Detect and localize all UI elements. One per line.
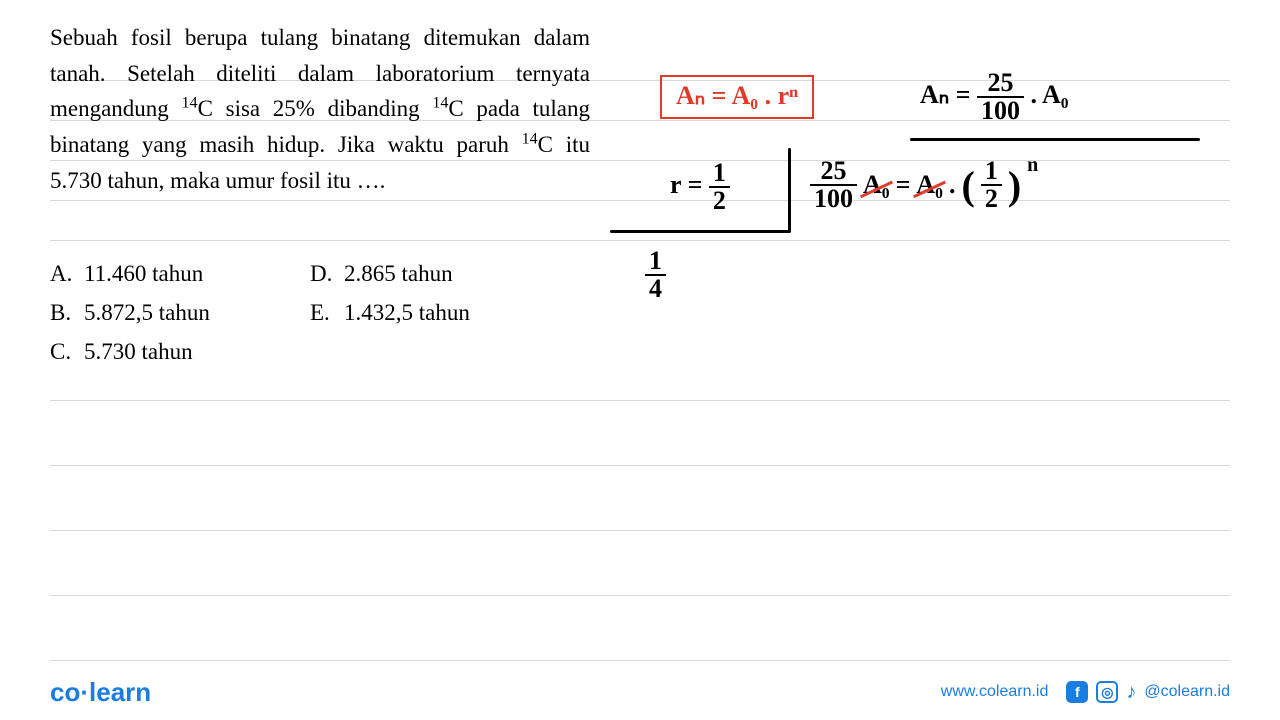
- option-a: A.11.460 tahun: [50, 254, 310, 293]
- footer-url: www.colearn.id: [941, 683, 1049, 701]
- underline: [910, 138, 1200, 141]
- paren-open: (: [961, 162, 974, 209]
- numerator: 1: [709, 160, 730, 186]
- tiktok-icon: ♪: [1126, 681, 1136, 704]
- option-letter: E.: [310, 293, 344, 332]
- option-text: 5.730 tahun: [84, 339, 193, 364]
- numerator: 1: [645, 248, 666, 274]
- divider-vertical: [788, 148, 791, 233]
- option-d: D.2.865 tahun: [310, 254, 570, 293]
- isotope-sup: 14: [432, 95, 448, 112]
- dot: .: [1030, 80, 1037, 109]
- a0: A₀: [1042, 80, 1069, 109]
- brand-logo: co·learn: [50, 677, 151, 708]
- fraction-25-100: 25 100: [810, 158, 857, 212]
- ruled-line: [50, 400, 1230, 401]
- ruled-line: [50, 200, 1230, 201]
- ruled-line: [50, 240, 1230, 241]
- social-handle: @colearn.id: [1144, 683, 1230, 701]
- work-result: 1 4: [645, 248, 666, 302]
- ruled-line: [50, 660, 1230, 661]
- numerator: 25: [983, 70, 1017, 96]
- option-b: B.5.872,5 tahun: [50, 293, 310, 332]
- fraction-1-4: 1 4: [645, 248, 666, 302]
- brand-learn: learn: [89, 677, 151, 707]
- exponent-n: n: [1027, 154, 1038, 177]
- ruled-line: [50, 595, 1230, 596]
- fraction-1-2: 1 2: [981, 158, 1002, 212]
- denominator: 100: [810, 184, 857, 212]
- work-r-equals: r = 1 2: [670, 160, 730, 214]
- option-row: C.5.730 tahun: [50, 332, 570, 371]
- denominator: 4: [645, 274, 666, 302]
- q-line: umur fosil itu ….: [226, 168, 386, 193]
- option-letter: C.: [50, 332, 84, 371]
- facebook-icon: f: [1066, 681, 1088, 703]
- divider-horizontal: [610, 230, 790, 233]
- denominator: 100: [977, 96, 1024, 124]
- isotope-sup: 14: [522, 130, 538, 147]
- q-line: Sebuah fosil berupa tulang binatang dite…: [50, 25, 521, 50]
- an-label: Aₙ =: [920, 80, 970, 109]
- formula-text: Aₙ = A₀ . rⁿ: [676, 81, 798, 110]
- equals: =: [896, 170, 911, 200]
- fraction-1-2: 1 2: [709, 160, 730, 214]
- numerator: 25: [817, 158, 851, 184]
- denominator: 2: [981, 184, 1002, 212]
- q-line: sisa 25% dibanding: [213, 96, 420, 121]
- numerator: 1: [981, 158, 1002, 184]
- footerktoright: www.colearn.id f ◎ ♪ @colearn.id: [941, 681, 1230, 704]
- ruled-line: [50, 465, 1230, 466]
- work-an-equals: Aₙ = 25 100 . A₀: [920, 70, 1069, 124]
- fraction-25-100: 25 100: [977, 70, 1024, 124]
- ruled-line: [50, 530, 1230, 531]
- option-letter: B.: [50, 293, 84, 332]
- option-text: 5.872,5 tahun: [84, 300, 210, 325]
- brand-co: co: [50, 677, 80, 707]
- isotope-c: C: [448, 96, 463, 121]
- social-icons: f ◎ ♪ @colearn.id: [1066, 681, 1230, 704]
- option-letter: D.: [310, 254, 344, 293]
- footer: co·learn www.colearn.id f ◎ ♪ @colearn.i…: [0, 664, 1280, 720]
- content-area: Sebuah fosil berupa tulang binatang dite…: [50, 20, 1230, 660]
- option-c: C.5.730 tahun: [50, 332, 310, 371]
- isotope-c: C: [198, 96, 213, 121]
- isotope-c: C: [538, 132, 553, 157]
- formula-boxed: Aₙ = A₀ . rⁿ: [660, 75, 814, 119]
- option-text: 2.865 tahun: [344, 261, 453, 286]
- option-row: A.11.460 tahun D.2.865 tahun: [50, 254, 570, 293]
- dot: .: [949, 170, 956, 200]
- option-e: E.1.432,5 tahun: [310, 293, 570, 332]
- option-row: B.5.872,5 tahun E.1.432,5 tahun: [50, 293, 570, 332]
- q-line: Jika waktu paruh: [338, 132, 522, 157]
- brand-dot: ·: [80, 677, 89, 707]
- a0-cancelled: A₀: [863, 170, 890, 200]
- paren-close: ): [1008, 162, 1021, 209]
- answer-options: A.11.460 tahun D.2.865 tahun B.5.872,5 t…: [50, 254, 570, 371]
- option-letter: A.: [50, 254, 84, 293]
- denominator: 2: [709, 186, 730, 214]
- a0-cancelled: A₀: [916, 170, 943, 200]
- option-text: 1.432,5 tahun: [344, 300, 470, 325]
- isotope-sup: 14: [182, 95, 198, 112]
- option-text: 11.460 tahun: [84, 261, 203, 286]
- work-main-equation: 25 100 A₀ = A₀ . ( 1 2 ) n: [810, 158, 1038, 212]
- instagram-icon: ◎: [1096, 681, 1118, 703]
- r-label: r =: [670, 170, 702, 199]
- question-text: Sebuah fosil berupa tulang binatang dite…: [50, 20, 590, 198]
